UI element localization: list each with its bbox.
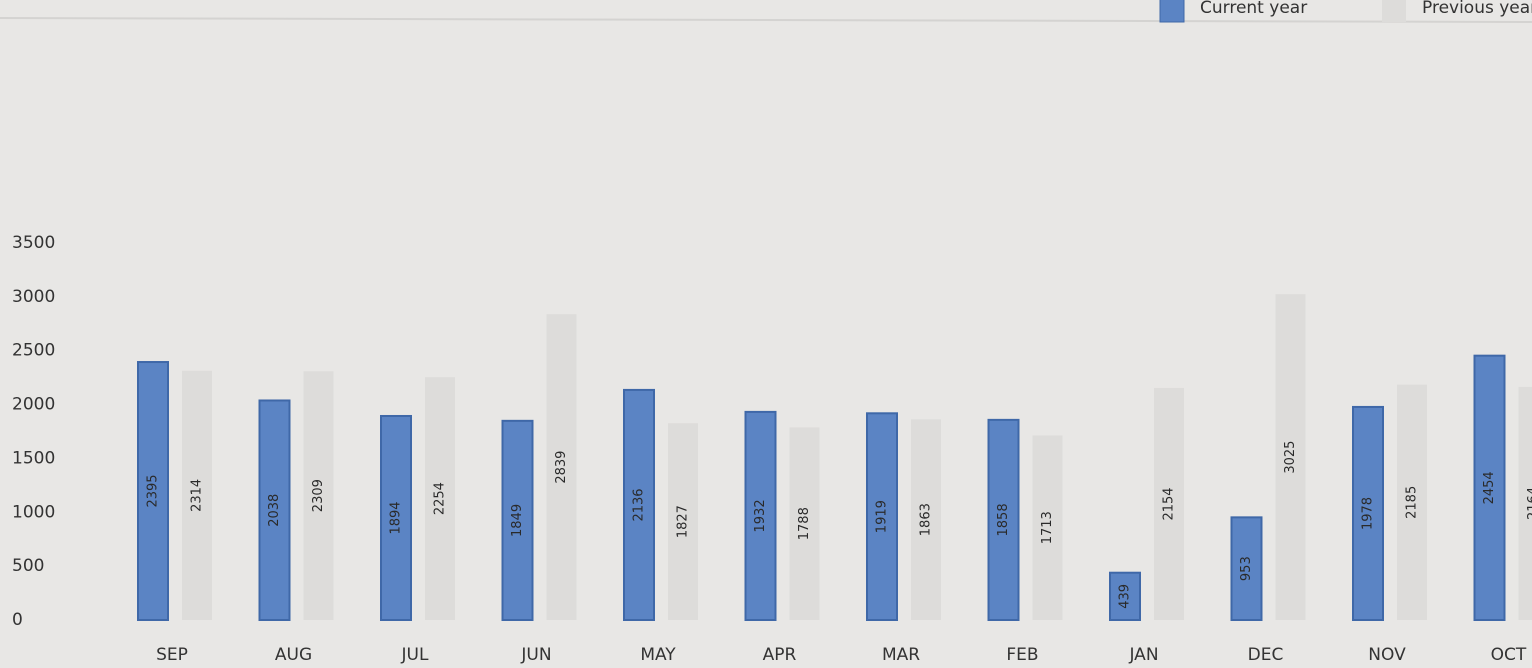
bar [1032, 435, 1063, 620]
value-label: 2454 [1482, 471, 1497, 504]
x-tick-label: JAN [1128, 645, 1158, 665]
bar [623, 388, 655, 621]
y-tick-label: 2000 [12, 395, 55, 415]
bar [1154, 387, 1184, 620]
bar [1352, 405, 1384, 621]
value-label: 1849 [510, 504, 525, 537]
y-tick-label: 3000 [12, 287, 55, 307]
bar [911, 419, 941, 620]
value-label: 2038 [267, 494, 282, 527]
x-tick-label: FEB [1006, 645, 1038, 665]
value-label: 953 [1239, 556, 1254, 581]
bar [789, 427, 820, 620]
legend-label: Current year [1200, 0, 1307, 18]
value-label: 2164 [1526, 487, 1532, 520]
value-label: 2395 [146, 474, 161, 507]
value-label: 1827 [676, 505, 691, 538]
bar [744, 410, 777, 621]
y-tick-label: 500 [12, 556, 44, 576]
x-tick-label: OCT [1491, 645, 1527, 665]
bar [987, 418, 1020, 621]
bar [1397, 384, 1427, 620]
header-divider [0, 17, 1532, 23]
legend-swatch [1382, 0, 1406, 22]
value-label: 1713 [1040, 511, 1055, 544]
y-tick-label: 2500 [12, 341, 55, 361]
value-label: 1932 [753, 499, 768, 532]
bar [1109, 571, 1141, 622]
bar [258, 399, 291, 621]
bar [380, 414, 412, 621]
value-label: 1863 [919, 503, 934, 536]
bar [1518, 386, 1532, 620]
x-tick-label: APR [763, 645, 797, 665]
legend-label: Previous year [1422, 0, 1532, 18]
value-label: 1858 [996, 503, 1011, 536]
value-label: 1919 [875, 500, 890, 533]
bar [1230, 516, 1263, 621]
value-label: 2136 [632, 488, 647, 521]
value-label: 2154 [1162, 487, 1177, 520]
x-tick-label: SEP [156, 645, 188, 665]
x-tick-label: JUN [520, 645, 551, 665]
bar [303, 371, 334, 620]
bar [1275, 294, 1306, 620]
bar [668, 423, 698, 620]
y-tick-label: 3500 [12, 233, 55, 253]
x-tick-label: JUL [401, 645, 429, 665]
x-tick-label: MAY [640, 645, 676, 665]
value-label: 1788 [797, 507, 812, 540]
value-label: 2314 [190, 479, 205, 512]
bar [501, 419, 534, 621]
legend-swatch [1159, 0, 1185, 23]
bar [137, 361, 169, 621]
value-label: 3025 [1283, 441, 1298, 474]
bar [1473, 354, 1506, 621]
bar [866, 412, 898, 622]
value-label: 1978 [1361, 497, 1376, 530]
value-label: 2254 [433, 482, 448, 515]
y-tick-label: 1500 [12, 448, 55, 468]
x-tick-label: MAR [882, 645, 920, 665]
y-tick-label: 0 [12, 610, 23, 630]
x-tick-label: DEC [1248, 645, 1284, 665]
y-tick-label: 1000 [12, 502, 55, 522]
bar [425, 377, 455, 620]
x-tick-label: AUG [275, 645, 312, 665]
bar [546, 314, 577, 620]
bar [182, 370, 212, 620]
x-tick-label: NOV [1368, 645, 1406, 665]
value-label: 2309 [311, 479, 326, 512]
value-label: 2839 [554, 451, 569, 484]
value-label: 439 [1118, 584, 1133, 609]
value-label: 2185 [1405, 486, 1420, 519]
value-label: 1894 [389, 501, 404, 534]
